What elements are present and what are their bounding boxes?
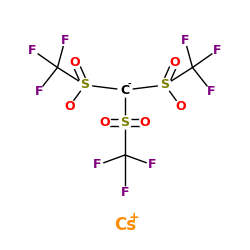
Text: F: F — [148, 158, 157, 172]
Circle shape — [212, 44, 223, 56]
Text: F: F — [181, 34, 189, 46]
Text: F: F — [207, 85, 216, 98]
Text: O: O — [170, 56, 180, 69]
Text: O: O — [70, 56, 80, 69]
Text: F: F — [93, 158, 102, 172]
Circle shape — [27, 44, 38, 56]
Circle shape — [180, 34, 190, 46]
Text: O: O — [64, 100, 75, 113]
Text: S: S — [120, 116, 130, 129]
Text: O: O — [140, 116, 150, 129]
Circle shape — [99, 116, 111, 128]
Circle shape — [118, 116, 132, 129]
Circle shape — [139, 116, 151, 128]
Circle shape — [120, 187, 130, 198]
Circle shape — [169, 56, 181, 68]
Text: Cs: Cs — [114, 216, 136, 234]
Text: +: + — [129, 211, 139, 224]
Circle shape — [33, 86, 44, 97]
Circle shape — [92, 160, 103, 170]
Text: S: S — [80, 78, 90, 92]
Text: S: S — [160, 78, 170, 92]
Text: F: F — [28, 44, 37, 57]
Circle shape — [158, 78, 172, 92]
Text: F: F — [213, 44, 222, 57]
Text: F: F — [34, 85, 43, 98]
Text: F: F — [61, 34, 69, 46]
Text: C: C — [120, 84, 130, 96]
Circle shape — [174, 100, 186, 112]
Circle shape — [206, 86, 217, 97]
Text: -: - — [128, 80, 131, 88]
Circle shape — [60, 34, 70, 46]
Circle shape — [69, 56, 81, 68]
Text: O: O — [100, 116, 110, 129]
Circle shape — [147, 160, 158, 170]
Circle shape — [118, 83, 132, 97]
Circle shape — [64, 100, 76, 112]
Circle shape — [78, 78, 92, 92]
Text: F: F — [121, 186, 129, 199]
Text: O: O — [175, 100, 186, 113]
Circle shape — [116, 216, 134, 234]
